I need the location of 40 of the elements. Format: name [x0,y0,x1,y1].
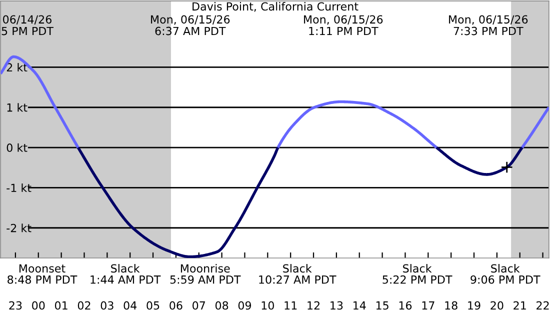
x-tick-label: 03 [100,301,114,310]
y-tick-label: 2 kt [6,62,28,72]
annotation: Mon, 06/15/26 6:37 AM PDT [151,15,230,36]
text: Moonset 8:48 PM PDT [8,264,78,284]
text: Slack 9:06 PM PDT [470,264,540,284]
x-tick-label: 13 [330,301,343,310]
x-tick-label: 20 [490,301,504,310]
x-tick-label: 08 [215,301,228,310]
x-tick-label: 23 [9,301,22,310]
x-tick-label: 14 [354,301,366,310]
x-tick-label: 05 [146,301,160,310]
x-tick-label: 18 [445,301,458,310]
text: Slack 5:22 PM PDT [382,264,452,284]
x-tick-label: 06 [170,301,182,310]
x-tick-label: 01 [54,301,68,310]
x-tick-label: 17 [422,301,434,310]
x-tick-label: 16 [399,301,412,310]
annotation: Mon, 06/15/26 7:33 PM PDT [449,15,528,36]
y-tick-label: -1 kt [6,183,32,192]
y-tick-label: 0 kt [6,143,28,152]
text: Moonrise 5:59 AM PDT [170,264,241,284]
x-tick-label: 12 [308,301,320,310]
x-tick-label: 22 [536,301,549,310]
x-tick-label: 21 [514,301,526,310]
x-tick-label: 07 [192,301,205,310]
annotation: Mon, 06/15/26 1:11 PM PDT [304,15,383,36]
x-tick-label: 02 [78,301,90,310]
x-tick-label: 15 [376,301,388,310]
text: Slack 10:27 AM PDT [259,264,336,284]
x-tick-label: 10 [262,301,274,310]
x-tick-label: 11 [284,301,297,310]
x-tick-label: 04 [124,301,137,310]
x-tick-label: 19 [468,301,480,310]
annotation: 06/14/26 5 PM PDT [2,15,54,36]
text: Slack 1:44 AM PDT [90,264,161,284]
y-tick-label: -2 kt [6,224,32,232]
y-tick-label: 1 kt [7,103,28,112]
x-tick-label: 00 [32,301,45,310]
x-tick-label: 09 [238,301,252,310]
chart-title: Davis Point, California Current [192,2,358,12]
